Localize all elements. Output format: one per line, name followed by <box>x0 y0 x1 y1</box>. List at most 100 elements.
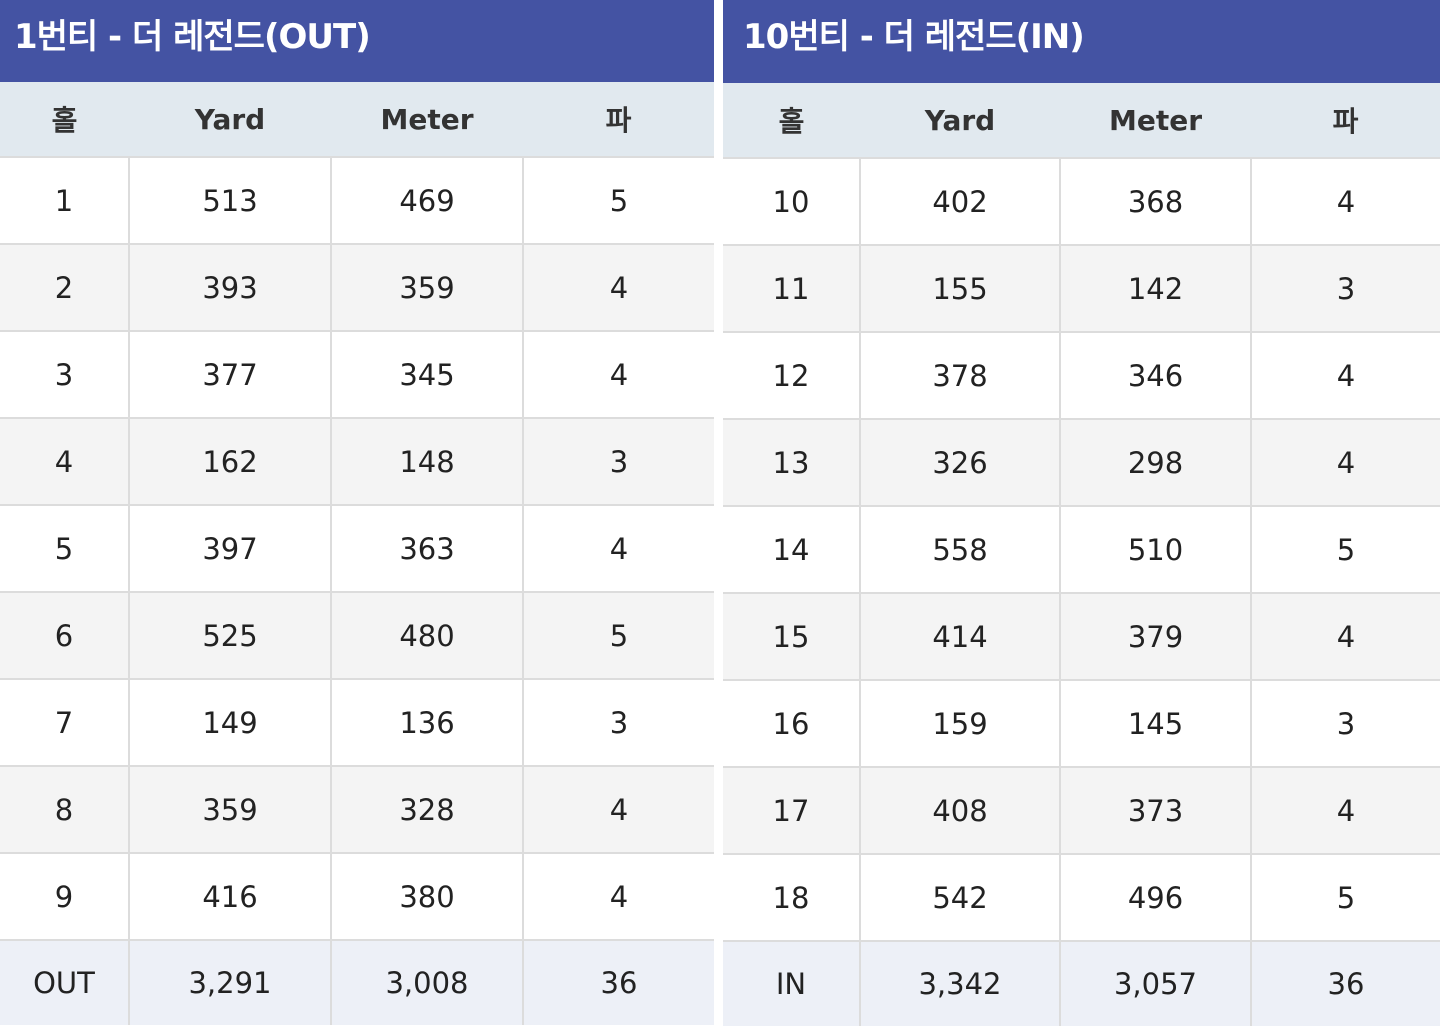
table-row: 12 378 346 4 <box>723 331 1440 419</box>
table-header-row: 홀 Yard Meter 파 <box>0 82 714 157</box>
meter-cell: 328 <box>330 765 523 853</box>
in-course-panel: 10번티 - 더 레전드(IN) 홀 Yard Meter 파 10 402 368… <box>723 0 1440 1026</box>
hole-cell: 15 <box>723 592 860 680</box>
par-cell: 5 <box>1250 505 1440 593</box>
par-cell: 4 <box>1250 331 1440 419</box>
header-meter: Meter <box>1060 83 1251 158</box>
meter-cell: 510 <box>1059 505 1251 593</box>
hole-cell: 11 <box>723 244 860 332</box>
header-par: 파 <box>523 82 714 157</box>
meter-cell: 346 <box>1059 331 1251 419</box>
hole-cell: 8 <box>0 765 129 853</box>
par-cell: 4 <box>522 330 714 418</box>
par-cell: 4 <box>1250 157 1440 245</box>
meter-cell: 359 <box>330 243 523 331</box>
table-row: 14 558 510 5 <box>723 505 1440 593</box>
total-yard-cell: 3,291 <box>128 939 331 1025</box>
table-row: 5 397 363 4 <box>0 504 714 592</box>
meter-cell: 373 <box>1059 766 1251 854</box>
hole-cell: 7 <box>0 678 129 766</box>
yard-cell: 149 <box>128 678 331 766</box>
par-cell: 3 <box>522 417 714 505</box>
out-course-title: 1번티 - 더 레전드(OUT) <box>0 0 714 82</box>
hole-cell: 9 <box>0 852 129 940</box>
total-meter-cell: 3,057 <box>1059 940 1251 1026</box>
par-cell: 4 <box>522 765 714 853</box>
yard-cell: 359 <box>128 765 331 853</box>
hole-cell: 10 <box>723 157 860 245</box>
hole-cell: 2 <box>0 243 129 331</box>
yard-cell: 162 <box>128 417 331 505</box>
meter-cell: 380 <box>330 852 523 940</box>
total-row: IN 3,342 3,057 36 <box>723 940 1440 1026</box>
yard-cell: 416 <box>128 852 331 940</box>
meter-cell: 148 <box>330 417 523 505</box>
meter-cell: 480 <box>330 591 523 679</box>
table-row: 10 402 368 4 <box>723 157 1440 245</box>
hole-cell: 16 <box>723 679 860 767</box>
table-row: 8 359 328 4 <box>0 765 714 853</box>
table-row: 16 159 145 3 <box>723 679 1440 767</box>
yard-cell: 525 <box>128 591 331 679</box>
table-row: 4 162 148 3 <box>0 417 714 505</box>
yard-cell: 159 <box>859 679 1060 767</box>
meter-cell: 368 <box>1059 157 1251 245</box>
header-hole: 홀 <box>723 83 860 158</box>
par-cell: 5 <box>522 591 714 679</box>
yard-cell: 397 <box>128 504 331 592</box>
hole-cell: 6 <box>0 591 129 679</box>
hole-cell: 14 <box>723 505 860 593</box>
hole-cell: 17 <box>723 766 860 854</box>
yard-cell: 326 <box>859 418 1060 506</box>
par-cell: 4 <box>522 243 714 331</box>
yard-cell: 378 <box>859 331 1060 419</box>
in-course-table: 홀 Yard Meter 파 10 402 368 4 11 155 142 3 12 378 34… <box>723 83 1440 1026</box>
header-yard: Yard <box>129 82 331 157</box>
yard-cell: 393 <box>128 243 331 331</box>
yard-cell: 542 <box>859 853 1060 941</box>
table-row: 7 149 136 3 <box>0 678 714 766</box>
yard-cell: 377 <box>128 330 331 418</box>
total-meter-cell: 3,008 <box>330 939 523 1025</box>
hole-cell: 4 <box>0 417 129 505</box>
table-row: 2 393 359 4 <box>0 243 714 331</box>
table-row: 17 408 373 4 <box>723 766 1440 854</box>
total-yard-cell: 3,342 <box>859 940 1060 1026</box>
hole-cell: 3 <box>0 330 129 418</box>
meter-cell: 345 <box>330 330 523 418</box>
par-cell: 3 <box>1250 244 1440 332</box>
meter-cell: 298 <box>1059 418 1251 506</box>
total-par-cell: 36 <box>1250 940 1440 1026</box>
yard-cell: 155 <box>859 244 1060 332</box>
hole-cell: 13 <box>723 418 860 506</box>
table-row: 11 155 142 3 <box>723 244 1440 332</box>
par-cell: 3 <box>522 678 714 766</box>
out-course-table: 홀 Yard Meter 파 1 513 469 5 2 393 359 4 3 377 345 4 4… <box>0 82 714 1025</box>
table-row: 13 326 298 4 <box>723 418 1440 506</box>
meter-cell: 469 <box>330 156 523 244</box>
meter-cell: 145 <box>1059 679 1251 767</box>
par-cell: 4 <box>522 504 714 592</box>
table-row: 3 377 345 4 <box>0 330 714 418</box>
total-row: OUT 3,291 3,008 36 <box>0 939 714 1025</box>
total-hole-cell: OUT <box>0 939 129 1025</box>
par-cell: 4 <box>1250 418 1440 506</box>
yard-cell: 414 <box>859 592 1060 680</box>
out-course-panel: 1번티 - 더 레전드(OUT) 홀 Yard Meter 파 1 513 469 5… <box>0 0 714 1025</box>
meter-cell: 136 <box>330 678 523 766</box>
meter-cell: 363 <box>330 504 523 592</box>
total-par-cell: 36 <box>522 939 714 1025</box>
par-cell: 4 <box>1250 592 1440 680</box>
yard-cell: 402 <box>859 157 1060 245</box>
yard-cell: 513 <box>128 156 331 244</box>
meter-cell: 496 <box>1059 853 1251 941</box>
par-cell: 4 <box>1250 766 1440 854</box>
table-row: 15 414 379 4 <box>723 592 1440 680</box>
par-cell: 5 <box>522 156 714 244</box>
yard-cell: 408 <box>859 766 1060 854</box>
table-row: 6 525 480 5 <box>0 591 714 679</box>
hole-cell: 1 <box>0 156 129 244</box>
par-cell: 5 <box>1250 853 1440 941</box>
hole-cell: 18 <box>723 853 860 941</box>
yard-cell: 558 <box>859 505 1060 593</box>
